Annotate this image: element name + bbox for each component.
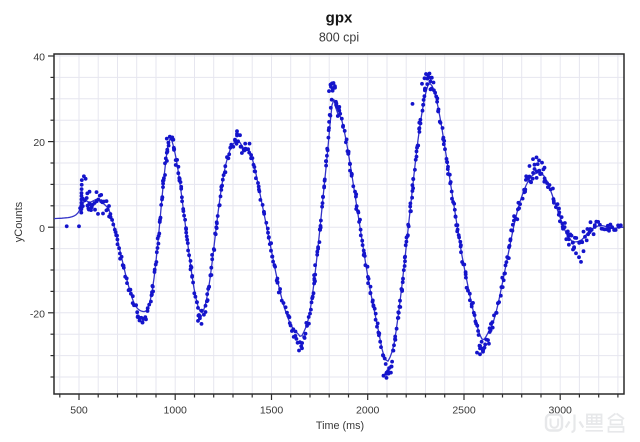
svg-text:0: 0: [39, 223, 45, 235]
svg-text:yCounts: yCounts: [13, 201, 25, 242]
svg-text:2000: 2000: [356, 405, 380, 417]
svg-text:800 cpi: 800 cpi: [319, 31, 359, 45]
svg-text:1000: 1000: [164, 405, 188, 417]
svg-text:40: 40: [33, 52, 45, 64]
svg-text:gpx: gpx: [326, 10, 353, 27]
svg-text:20: 20: [33, 137, 45, 149]
svg-text:1500: 1500: [260, 405, 284, 417]
svg-text:500: 500: [70, 405, 88, 417]
svg-text:-20: -20: [30, 308, 45, 320]
svg-text:2500: 2500: [452, 405, 476, 417]
svg-text:Time (ms): Time (ms): [316, 420, 364, 432]
